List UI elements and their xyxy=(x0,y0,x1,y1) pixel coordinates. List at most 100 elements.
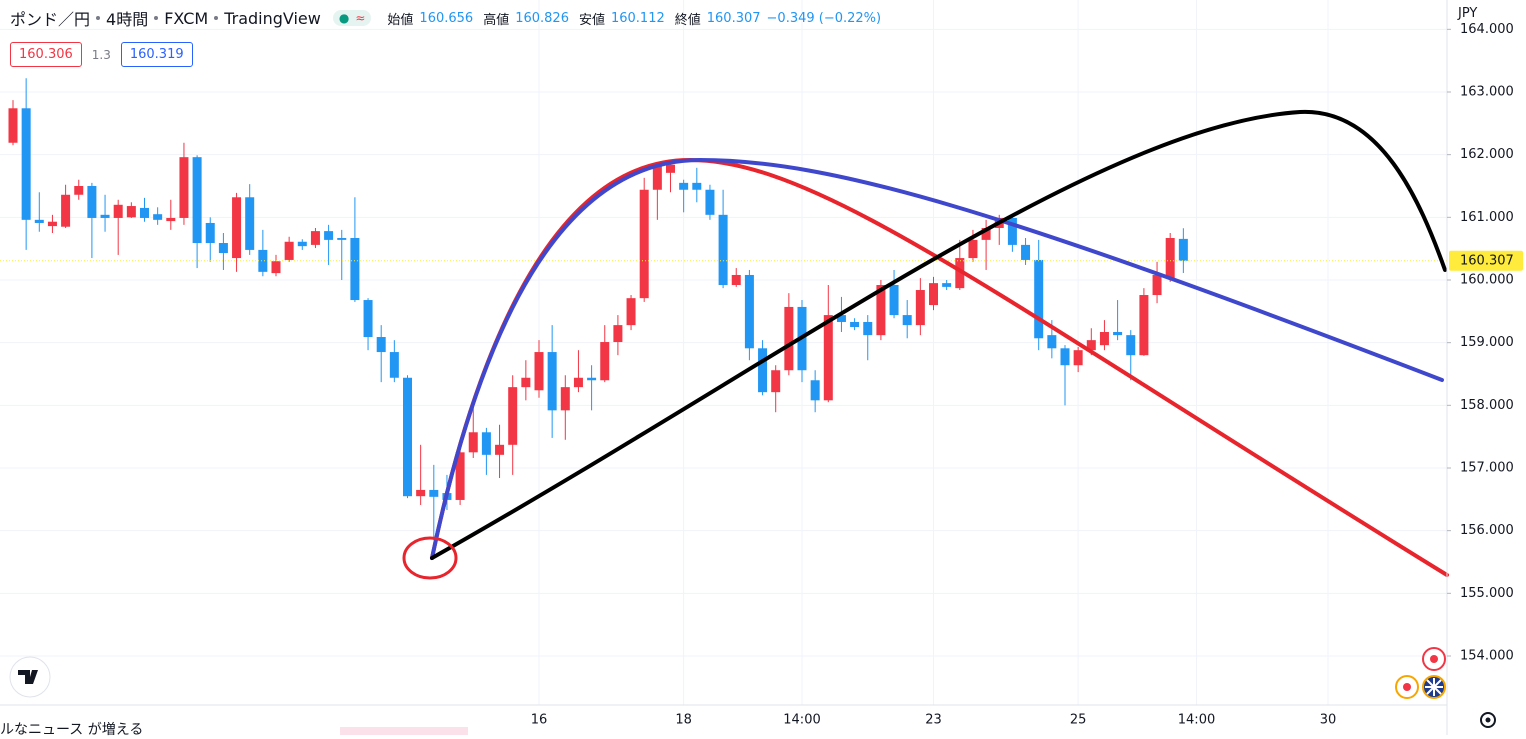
candle-body xyxy=(87,185,97,218)
status-pill[interactable]: ● ≈ xyxy=(332,10,372,26)
candle-body xyxy=(955,258,965,289)
candle-body xyxy=(560,387,570,411)
last-price-box xyxy=(1449,250,1523,271)
candle-body xyxy=(876,285,886,336)
spread: 1.3 xyxy=(91,47,111,62)
last-price-label: 160.307 xyxy=(1460,253,1514,268)
y-tick-label: 158.000 xyxy=(1460,398,1514,413)
source: FXCM xyxy=(164,8,209,28)
candle-body xyxy=(968,239,978,259)
candle-body xyxy=(731,274,741,286)
candle-body xyxy=(74,185,84,195)
candle-body xyxy=(850,321,860,327)
low-label: 安値 xyxy=(578,12,605,28)
platform: TradingView xyxy=(224,8,321,28)
candle-body xyxy=(1060,348,1070,366)
candle-body xyxy=(258,249,268,272)
close-value: 160.307 xyxy=(706,10,761,26)
candle-body xyxy=(337,238,347,240)
candle-body xyxy=(47,221,57,227)
candle-body xyxy=(389,352,399,378)
y-tick-label: 162.000 xyxy=(1460,147,1514,162)
x-tick-label: 23 xyxy=(925,713,942,728)
candle-body xyxy=(271,261,281,274)
news-ticker: ルなニュース が増える xyxy=(0,722,144,738)
candle-body xyxy=(771,370,781,393)
bid-ask: 160.306 1.3 160.319 xyxy=(10,42,193,67)
settings-gear[interactable] xyxy=(1480,712,1496,728)
candle-body xyxy=(1047,335,1057,349)
candle-body xyxy=(889,285,899,316)
candle-body xyxy=(1007,217,1017,245)
bid[interactable]: 160.306 xyxy=(10,42,82,67)
candle-body xyxy=(666,164,675,173)
candle-body xyxy=(284,241,294,260)
candle-body xyxy=(929,283,938,306)
candle-body xyxy=(1086,340,1096,351)
y-tick-label: 156.000 xyxy=(1460,523,1514,538)
curve-black xyxy=(430,109,1447,560)
candle-body xyxy=(942,283,952,287)
candle-body xyxy=(626,298,636,326)
ask[interactable]: 160.319 xyxy=(120,42,193,67)
candle-body xyxy=(1021,244,1031,260)
candle-body xyxy=(1099,332,1109,346)
candle-body xyxy=(113,204,123,218)
news-banner xyxy=(340,727,468,735)
candle-body xyxy=(1178,238,1188,261)
candle-body xyxy=(902,315,912,326)
candle-body xyxy=(126,206,136,218)
candle-body xyxy=(376,337,386,353)
candle-body xyxy=(429,489,439,497)
currency[interactable]: JPY xyxy=(1458,6,1478,21)
y-tick-label: 161.000 xyxy=(1460,210,1514,225)
candle-body xyxy=(810,380,820,401)
close-label: 終値 xyxy=(674,12,701,28)
candle-body xyxy=(153,214,163,220)
candle-body xyxy=(245,197,255,250)
candle-body xyxy=(652,164,662,190)
candle-body xyxy=(1126,335,1136,356)
candle-body xyxy=(468,432,478,453)
candle-body xyxy=(547,352,557,411)
candle-body xyxy=(1113,332,1123,336)
candle-body xyxy=(218,243,228,254)
candle-body xyxy=(718,214,728,286)
x-tick-label: 16 xyxy=(531,713,548,728)
x-tick-label: 14:00 xyxy=(783,713,820,728)
high-value: 160.826 xyxy=(515,10,569,26)
candle-body xyxy=(232,197,242,259)
candle-body xyxy=(981,227,991,240)
candle-body xyxy=(61,194,71,227)
candle-body xyxy=(192,157,202,244)
candle-body xyxy=(613,325,623,343)
candle-body xyxy=(836,315,846,322)
candle-body xyxy=(1165,238,1175,279)
candle-body xyxy=(600,342,610,381)
open-value: 160.656 xyxy=(419,10,474,26)
y-tick-label: 157.000 xyxy=(1460,460,1514,475)
candle-body xyxy=(140,207,149,218)
grid xyxy=(0,0,1447,705)
event-icons[interactable] xyxy=(1395,647,1446,699)
drawings xyxy=(402,109,1449,580)
candle-body xyxy=(363,300,373,338)
candle-body xyxy=(310,231,320,245)
candle-body xyxy=(324,231,334,240)
candle-body xyxy=(692,182,702,190)
candle-body xyxy=(416,489,426,497)
axes: 154.000 155.000 156.000 157.000 158.000 159.0… xyxy=(531,22,1523,728)
candle-body xyxy=(534,352,544,391)
legend-header: ポンド／円 4時間 FXCM TradingView ● ≈ 始値 160.656 … xyxy=(10,6,881,30)
candle-body xyxy=(166,217,176,222)
open-label: 始値 xyxy=(387,12,414,28)
candle-body xyxy=(744,274,754,349)
candle-body xyxy=(758,348,768,393)
candle-body xyxy=(350,238,360,301)
candle-body xyxy=(705,189,715,215)
candle-body xyxy=(915,290,925,326)
candle-body xyxy=(1073,350,1083,366)
tv-logo[interactable] xyxy=(9,656,51,698)
